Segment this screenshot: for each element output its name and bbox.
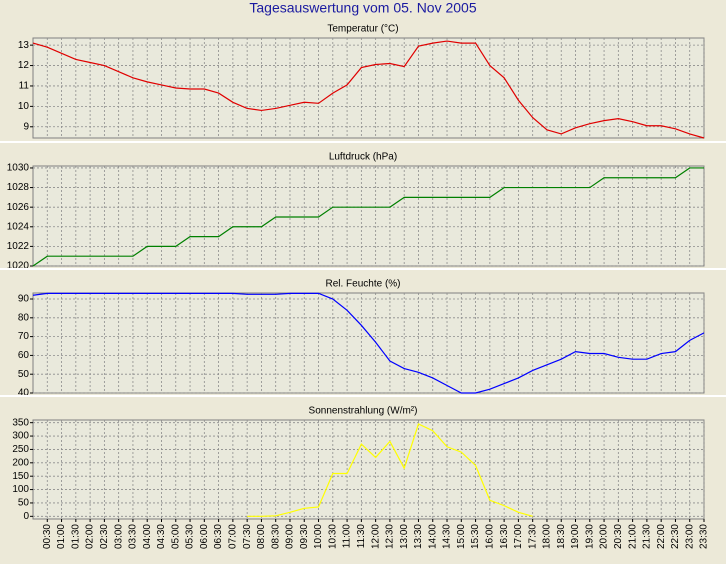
y-tick-label: 100 <box>12 484 29 495</box>
y-tick-label: 40 <box>18 388 30 399</box>
x-tick-label: 02:00 <box>85 524 96 549</box>
y-tick-label: 9 <box>23 121 29 132</box>
chart-title: Rel. Feuchte (%) <box>325 279 400 290</box>
x-tick-label: 07:00 <box>228 524 239 549</box>
x-tick-label: 01:00 <box>56 524 67 549</box>
series-line <box>32 292 705 394</box>
x-tick-label: 08:00 <box>256 524 267 549</box>
x-tick-label: 22:00 <box>656 524 667 549</box>
y-tick-label: 60 <box>18 350 30 361</box>
y-tick-label: 90 <box>18 294 30 305</box>
x-tick-label: 15:30 <box>470 524 481 549</box>
y-tick-label: 13 <box>18 40 30 51</box>
x-tick-label: 05:00 <box>170 524 181 549</box>
series-line <box>32 167 704 267</box>
x-tick-label: 08:30 <box>270 524 281 549</box>
x-tick-label: 03:30 <box>128 524 139 549</box>
x-tick-label: 10:00 <box>313 524 324 549</box>
x-tick-label: 17:30 <box>527 524 538 549</box>
chart-title: Temperatur (°C) <box>327 24 398 35</box>
x-tick-label: 13:30 <box>413 524 424 549</box>
y-tick-label: 11 <box>19 81 30 92</box>
series-line <box>32 40 705 139</box>
y-tick-label: 1020 <box>7 261 30 272</box>
y-tick-label: 200 <box>12 457 29 468</box>
y-tick-label: 1026 <box>7 202 30 213</box>
y-tick-label: 50 <box>18 498 30 509</box>
y-tick-label: 150 <box>12 471 29 482</box>
series-line <box>247 423 533 517</box>
x-tick-label: 20:30 <box>613 524 624 549</box>
x-tick-label: 04:00 <box>142 524 153 549</box>
x-tick-label: 13:00 <box>399 524 410 549</box>
x-tick-label: 18:30 <box>556 524 567 549</box>
x-tick-label: 09:00 <box>285 524 296 549</box>
x-tick-label: 14:30 <box>442 524 453 549</box>
x-tick-label: 01:30 <box>70 524 81 549</box>
x-tick-label: 09:30 <box>299 524 310 549</box>
x-tick-label: 21:30 <box>642 524 653 549</box>
y-tick-label: 250 <box>12 444 29 455</box>
plot-area <box>32 165 705 267</box>
x-tick-label: 14:00 <box>427 524 438 549</box>
y-tick-label: 70 <box>18 331 30 342</box>
plot-area <box>32 419 705 520</box>
x-tick-label: 06:30 <box>213 524 224 549</box>
y-tick-label: 12 <box>18 60 30 71</box>
x-tick-label: 06:00 <box>199 524 210 549</box>
x-tick-label: 23:00 <box>684 524 695 549</box>
y-tick-label: 0 <box>23 511 29 522</box>
y-tick-label: 300 <box>12 431 29 442</box>
y-tick-label: 80 <box>18 312 30 323</box>
x-tick-label: 20:00 <box>599 524 610 549</box>
x-tick-label: 19:30 <box>584 524 595 549</box>
x-tick-label: 05:30 <box>185 524 196 549</box>
x-tick-label: 00:30 <box>42 524 53 549</box>
y-tick-label: 1022 <box>7 241 30 252</box>
x-tick-label: 12:30 <box>385 524 396 549</box>
y-tick-label: 10 <box>18 101 30 112</box>
y-tick-label: 1030 <box>7 163 30 174</box>
x-tick-label: 17:00 <box>513 524 524 549</box>
x-tick-label: 12:00 <box>370 524 381 549</box>
plot-area <box>32 292 705 394</box>
x-tick-label: 15:00 <box>456 524 467 549</box>
x-tick-label: 16:30 <box>499 524 510 549</box>
x-tick-label: 04:30 <box>156 524 167 549</box>
x-tick-label: 16:00 <box>484 524 495 549</box>
x-tick-label: 11:30 <box>356 524 367 549</box>
x-tick-label: 22:30 <box>670 524 681 549</box>
x-tick-label: 10:30 <box>327 524 338 549</box>
y-tick-label: 50 <box>18 369 30 380</box>
page-title: Tagesauswertung vom 05. Nov 2005 <box>249 0 476 16</box>
y-tick-label: 1028 <box>7 182 30 193</box>
y-tick-label: 1024 <box>7 221 30 232</box>
x-tick-label: 11:00 <box>342 524 353 549</box>
chart-title: Sonnenstrahlung (W/m²) <box>309 406 418 417</box>
x-tick-label: 03:00 <box>113 524 124 549</box>
x-tick-label: 02:30 <box>99 524 110 549</box>
y-tick-label: 350 <box>12 417 29 428</box>
x-tick-label: 19:00 <box>570 524 581 549</box>
x-tick-label: 07:30 <box>242 524 253 549</box>
x-tick-label: 23:30 <box>699 524 710 549</box>
x-tick-label: 21:00 <box>627 524 638 549</box>
chart-title: Luftdruck (hPa) <box>329 152 397 163</box>
x-tick-label: 18:00 <box>542 524 553 549</box>
plot-area <box>32 37 705 139</box>
